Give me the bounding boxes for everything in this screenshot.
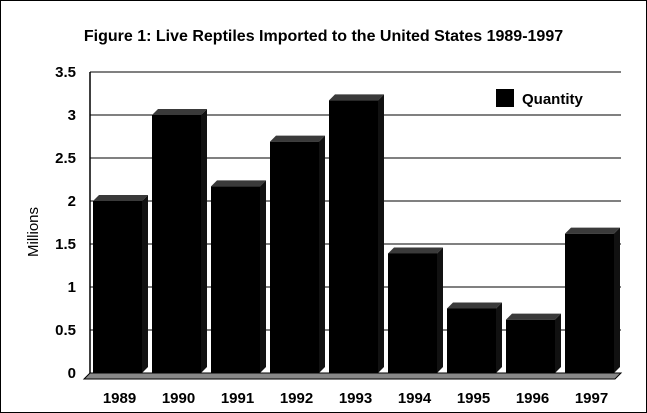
bar xyxy=(506,313,561,373)
bar-side-face xyxy=(142,195,148,373)
bar-side-face xyxy=(496,302,502,373)
bar-top-face xyxy=(270,135,325,142)
bar-front-face xyxy=(270,141,319,373)
bar-side-face xyxy=(319,135,325,373)
bar-side-face xyxy=(201,109,207,373)
y-axis-label: Millions xyxy=(25,207,42,257)
y-tick-label: 2.5 xyxy=(55,150,76,167)
bar-top-face xyxy=(388,247,443,254)
bar-side-face xyxy=(555,313,561,373)
x-tick-label: 1997 xyxy=(575,390,608,407)
bar xyxy=(270,135,325,373)
bar-front-face xyxy=(329,100,378,373)
bar xyxy=(329,94,384,373)
bar-side-face xyxy=(260,180,266,373)
chart-floor xyxy=(82,372,623,380)
bar-top-face xyxy=(565,227,620,234)
x-tick-label: 1990 xyxy=(162,390,195,407)
bar-front-face xyxy=(152,115,201,373)
y-tick-label: 0 xyxy=(68,365,76,382)
y-tick-label: 3 xyxy=(68,107,76,124)
bar-front-face xyxy=(565,233,614,373)
bar xyxy=(447,302,502,373)
chart-title: Figure 1: Live Reptiles Imported to the … xyxy=(83,28,564,45)
bar-top-face xyxy=(152,109,207,115)
bar-front-face xyxy=(506,319,555,373)
bar-top-face xyxy=(506,313,561,320)
bars xyxy=(93,94,620,373)
tick-labels: 0 0.5 1 1.5 2 2.5 3 3.5 1989 1990 1991 1992 1993 1994… xyxy=(55,64,608,407)
x-tick-label: 1996 xyxy=(516,390,549,407)
bar-top-face xyxy=(211,180,266,187)
y-tick-label: 1.5 xyxy=(55,236,76,253)
y-tick-label: 1 xyxy=(68,279,76,296)
bar-top-face xyxy=(329,94,384,101)
bar-front-face xyxy=(447,308,496,373)
bar xyxy=(388,247,443,373)
bar-front-face xyxy=(388,253,437,373)
axes xyxy=(82,72,623,380)
bar-front-face xyxy=(93,201,142,373)
y-tick-label: 0.5 xyxy=(55,322,76,339)
legend-swatch xyxy=(496,89,514,107)
bar xyxy=(152,109,207,373)
bar-side-face xyxy=(437,247,443,373)
y-tick-label: 2 xyxy=(68,193,76,210)
x-tick-label: 1992 xyxy=(280,390,313,407)
bar-side-face xyxy=(378,94,384,373)
legend: Quantity xyxy=(496,89,583,108)
bar xyxy=(93,195,148,373)
x-tick-label: 1991 xyxy=(221,390,254,407)
legend-label: Quantity xyxy=(522,91,583,108)
y-tick-label: 3.5 xyxy=(55,64,76,81)
bar-side-face xyxy=(614,227,620,373)
x-tick-label: 1989 xyxy=(103,390,136,407)
x-tick-label: 1995 xyxy=(457,390,490,407)
bar xyxy=(565,227,620,373)
bar xyxy=(211,180,266,373)
bar-top-face xyxy=(447,302,502,309)
x-tick-label: 1994 xyxy=(398,390,432,407)
bar-top-face xyxy=(93,195,148,201)
x-tick-label: 1993 xyxy=(339,390,372,407)
bar-front-face xyxy=(211,186,260,373)
